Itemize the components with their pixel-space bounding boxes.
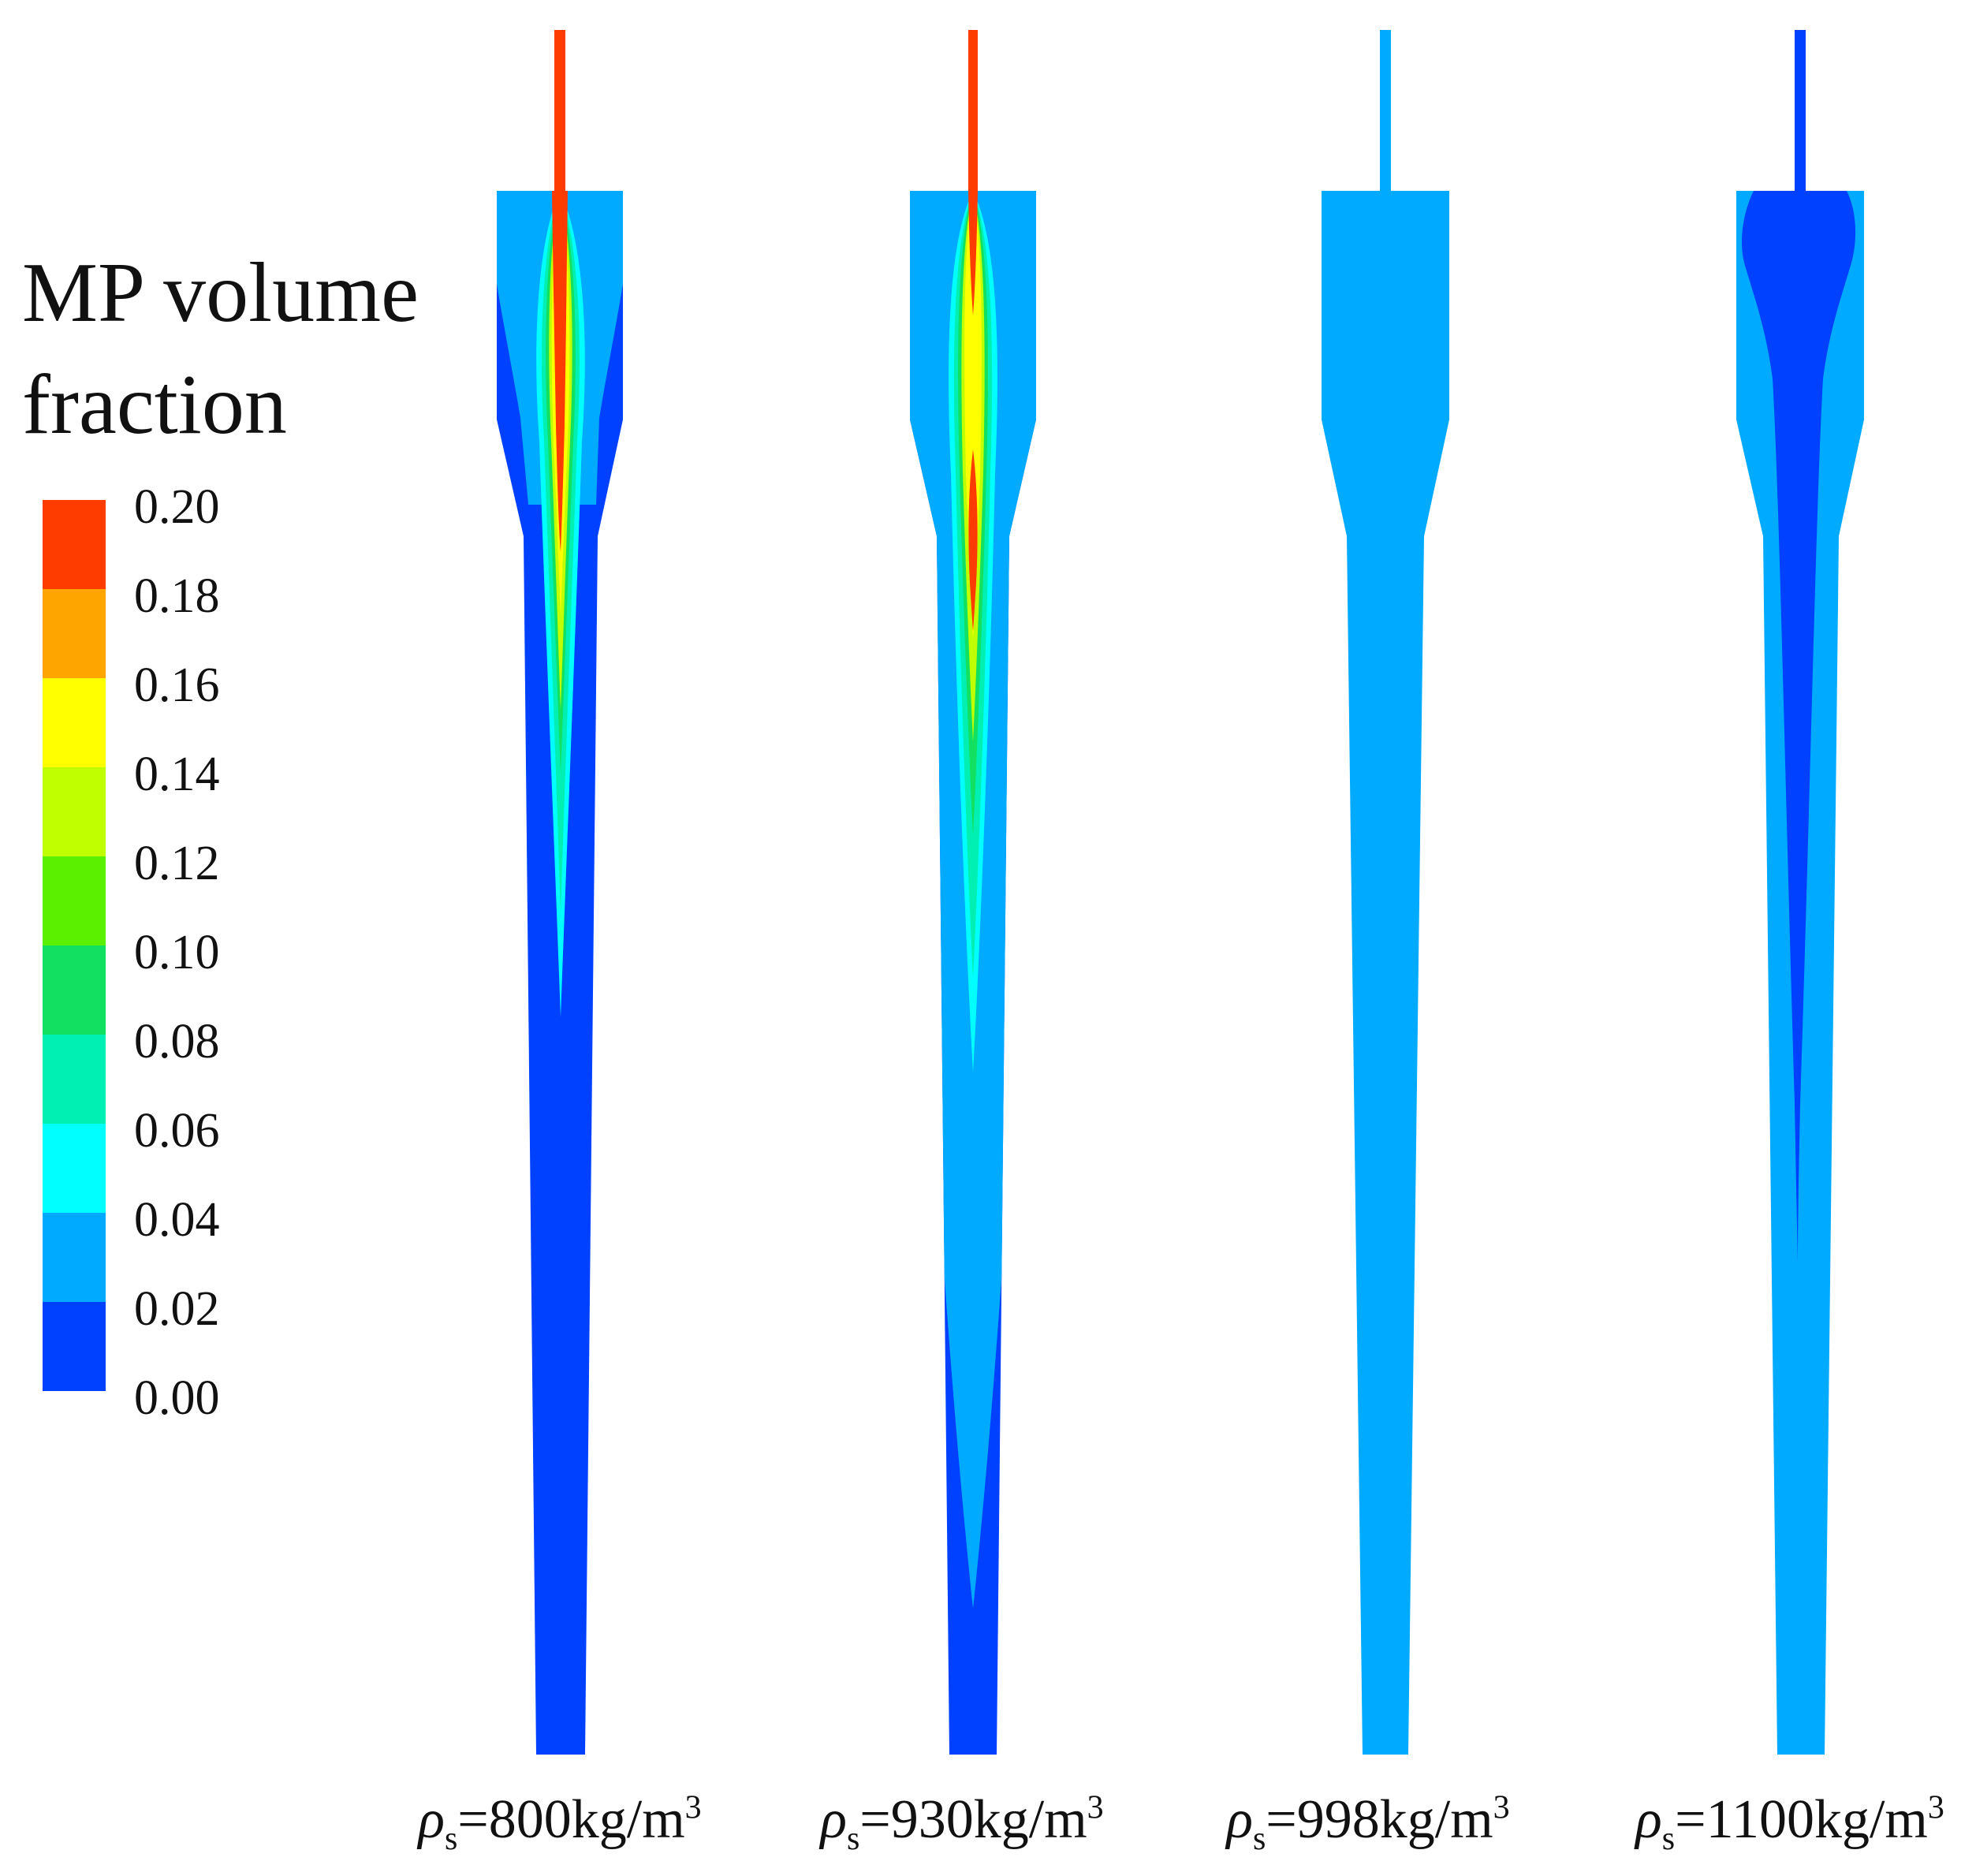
title-line-1: MP volume [22,246,419,340]
colorbar-tick-label: 0.10 [134,926,220,979]
label-sup: 3 [1493,1789,1510,1826]
panel-label-998: ρs=998kg/m3 [1202,1788,1534,1858]
colorbar-swatch [43,678,106,767]
colorbar-tick-label: 0.00 [134,1371,220,1425]
colorbar-swatch [43,1124,106,1213]
label-sup: 3 [1927,1789,1944,1826]
panel-label-800: ρs=800kg/m3 [394,1788,725,1858]
label-sub: s [1252,1821,1266,1857]
colorbar-tick-label: 0.02 [134,1282,220,1336]
panel-1100 [1736,30,1864,1755]
colorbar-swatch [43,767,106,856]
label-sub: s [1661,1821,1676,1857]
colorbar-tick-label: 0.04 [134,1193,220,1247]
panel-label-930: ρs=930kg/m3 [796,1788,1128,1858]
label-symbol: ρ [1226,1789,1253,1850]
colorbar-swatch [43,1035,106,1124]
colorbar-tick-label: 0.14 [134,748,220,801]
panel-930-core-top [968,30,978,315]
colorbar-swatch [43,1213,106,1302]
colorbar-swatch [43,1302,106,1391]
panel-800-core [552,30,568,552]
panel-1100-core [1742,191,1856,1262]
label-value: =800kg/m [457,1789,685,1850]
colorbar-swatch [43,589,106,678]
colorbar-tick-label: 0.18 [134,569,220,623]
colorbar-swatch [43,500,106,589]
colorbar-tick-label: 0.08 [134,1015,220,1069]
panel-label-1100: ρs=1100kg/m3 [1616,1788,1963,1858]
colorbar-tick-label: 0.16 [134,658,220,712]
label-sub: s [846,1821,860,1857]
label-symbol: ρ [418,1789,445,1850]
panel-930-core-mid [968,449,978,631]
label-value: =998kg/m [1266,1789,1493,1850]
panel-1100-inlet [1795,30,1806,197]
label-sup: 3 [684,1789,702,1826]
colorbar-tick-label: 0.06 [134,1104,220,1158]
panel-930 [910,30,1036,1755]
label-value: =1100kg/m [1675,1789,1928,1850]
colorbar-tick-label: 0.12 [134,837,220,890]
colorbar-tick-label: 0.20 [134,480,220,534]
label-symbol: ρ [1635,1789,1662,1850]
title-line-2: fraction [22,358,287,452]
label-value: =930kg/m [859,1789,1087,1850]
panel-998 [1322,30,1449,1755]
colorbar-swatch [43,945,106,1035]
label-symbol: ρ [820,1789,847,1850]
panel-800 [497,30,623,1755]
panel-998-background [1322,30,1449,1755]
label-sup: 3 [1087,1789,1104,1826]
colorbar-swatch [43,856,106,945]
label-sub: s [444,1821,458,1857]
